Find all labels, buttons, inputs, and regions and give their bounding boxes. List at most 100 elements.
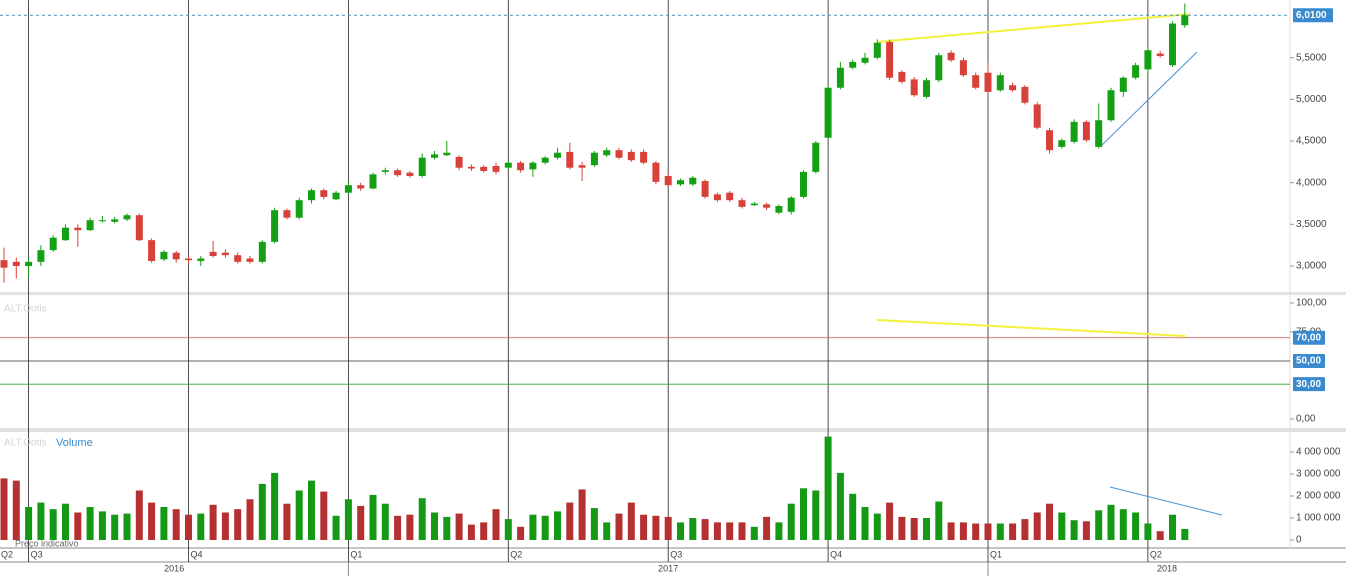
x-tick-label: Q2 — [1, 549, 13, 559]
volume-bar — [37, 502, 45, 540]
candle-body — [615, 150, 623, 158]
volume-bar — [615, 513, 623, 540]
candle-body — [627, 151, 635, 161]
candle-body — [1033, 104, 1041, 128]
candle-body — [886, 41, 894, 78]
volume-bar — [418, 498, 426, 540]
volume-bar — [1082, 521, 1090, 540]
y-tick-label: 3,5000 — [1296, 219, 1327, 230]
volume-bar — [221, 512, 229, 540]
x-tick-label: Q4 — [830, 549, 842, 559]
volume-bar — [148, 502, 156, 540]
volume-bar — [763, 516, 771, 540]
volume-bar — [135, 490, 143, 540]
candle-body — [12, 261, 20, 267]
y-tick-label: 3,0000 — [1296, 261, 1327, 272]
volume-bar — [1046, 503, 1053, 540]
volume-bar — [258, 483, 266, 540]
volume-bar — [504, 519, 512, 540]
panel-label: ALT.Ootis — [4, 438, 47, 449]
volume-bar — [86, 506, 94, 540]
x-tick-label: Q3 — [670, 549, 682, 559]
x-tick-label: Q4 — [191, 549, 203, 559]
volume-bar — [787, 503, 795, 540]
candle-body — [923, 80, 930, 97]
trend-line — [876, 13, 1191, 43]
candle-body — [787, 197, 795, 212]
volume-bar — [849, 493, 857, 540]
year-label: 2018 — [1157, 563, 1177, 573]
candle-body — [86, 220, 94, 231]
y-tick-label: 0 — [1296, 535, 1302, 546]
volume-bar — [320, 491, 328, 540]
volume-bar — [517, 526, 525, 540]
candle-body — [824, 87, 832, 138]
level-label: 50,00 — [1296, 356, 1321, 367]
volume-bar — [492, 509, 500, 540]
panel-separator — [0, 428, 1346, 432]
year-label: 2017 — [658, 563, 678, 573]
y-tick-label: 2 000 000 — [1296, 491, 1341, 502]
candle-body — [713, 194, 721, 201]
candle-body — [763, 204, 771, 208]
candle-body — [947, 52, 955, 61]
volume-bar — [1107, 504, 1115, 540]
volume-bar — [283, 503, 291, 540]
candle-body — [62, 227, 69, 241]
volume-bar — [824, 436, 832, 540]
panel-label: ALT.Ootis — [4, 304, 47, 315]
volume-bar — [836, 472, 844, 540]
x-tick-label: Q3 — [31, 549, 43, 559]
level-badge — [1293, 353, 1325, 368]
trend-line — [1099, 51, 1198, 148]
volume-bar — [467, 524, 475, 540]
candle-body — [910, 79, 918, 96]
volume-bar — [344, 499, 352, 540]
volume-bar — [431, 512, 438, 540]
volume-bar — [996, 523, 1004, 540]
volume-bar — [689, 517, 697, 540]
candle-body — [578, 165, 586, 168]
candle-body — [701, 181, 709, 197]
candle-body — [271, 210, 279, 242]
candle-body — [1082, 121, 1090, 141]
volume-bar — [812, 490, 820, 540]
volume-bar — [1119, 509, 1127, 540]
candle-body — [74, 227, 82, 231]
y-tick-label: 4,5000 — [1296, 136, 1327, 147]
volume-bar — [1132, 512, 1140, 540]
candle-body — [234, 255, 242, 262]
candle-body — [1132, 65, 1140, 78]
candle-body — [49, 237, 57, 251]
volume-bar — [750, 526, 758, 540]
candle-body — [664, 176, 672, 186]
volume-bar — [246, 499, 254, 540]
candle-body — [197, 258, 205, 262]
candle-body — [418, 157, 426, 177]
candle-body — [566, 151, 574, 168]
volume-bar — [923, 517, 930, 540]
candle-body — [148, 240, 156, 262]
volume-bar — [800, 488, 807, 540]
trend-line — [876, 319, 1186, 337]
volume-bar — [713, 522, 721, 540]
y-tick-label: 3 000 000 — [1296, 469, 1341, 480]
candle-body — [320, 190, 328, 197]
volume-bar — [1033, 512, 1041, 540]
candle-body — [689, 177, 697, 185]
volume-bar — [160, 506, 168, 540]
candle-body — [1095, 120, 1103, 147]
candle-body — [1070, 121, 1078, 142]
y-tick-label: 4,0000 — [1296, 177, 1327, 188]
candle-body — [455, 156, 463, 168]
candle-body — [590, 152, 598, 166]
volume-bar — [1181, 528, 1189, 540]
candle-body — [492, 166, 500, 172]
candle-body — [984, 72, 992, 92]
volume-bar — [234, 509, 242, 540]
candle-body — [849, 61, 857, 68]
candle-body — [775, 206, 783, 213]
candle-body — [185, 258, 192, 261]
candle-body — [406, 172, 414, 177]
level-label: 30,00 — [1296, 379, 1321, 390]
